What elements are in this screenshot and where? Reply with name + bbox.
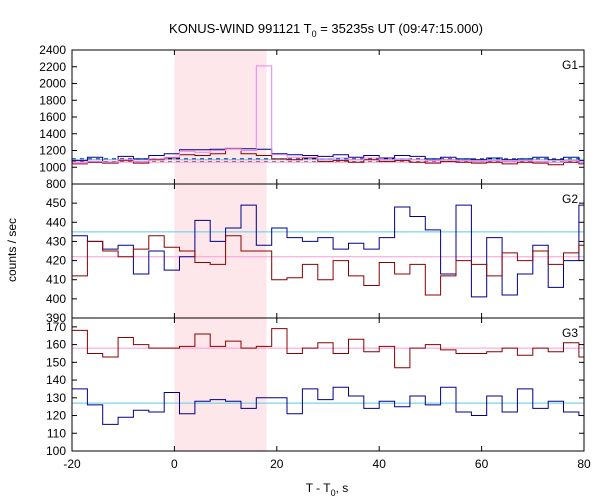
- series-line-2: [72, 235, 584, 296]
- y-tick-label: 1000: [39, 160, 66, 174]
- y-tick-label: 2000: [39, 77, 66, 91]
- plot-area: [72, 65, 584, 166]
- y-tick-label: 1600: [39, 110, 66, 124]
- panel-label: G1: [562, 58, 578, 72]
- series-line-3: [72, 65, 584, 164]
- panel-g2: 390 400 410 420 430 440 450 G2: [46, 183, 585, 325]
- x-tick-label: 40: [373, 457, 387, 471]
- y-tick-label: 140: [46, 373, 66, 387]
- y-tick-label: 150: [46, 355, 66, 369]
- series-line-1: [72, 147, 584, 163]
- y-tick-label: 120: [46, 409, 66, 423]
- panel-label: G2: [562, 192, 578, 206]
- y-tick-label: 100: [46, 444, 66, 458]
- y-tick-label: 1800: [39, 93, 66, 107]
- interval-shade: [174, 318, 267, 451]
- series-line-2: [72, 386, 584, 425]
- panel-g3: 100 110 120 130 140 150 160 170 G3: [46, 317, 585, 458]
- y-tick-label: 800: [46, 177, 66, 191]
- x-tick-label: 0: [171, 457, 178, 471]
- x-tick-label: 20: [270, 457, 284, 471]
- y-tick-label: 170: [46, 320, 66, 334]
- y-tick-label: 110: [47, 426, 66, 440]
- y-tick-label: 130: [46, 391, 66, 405]
- y-tick-label: 2200: [39, 60, 66, 74]
- interval-shade: [174, 50, 267, 184]
- y-tick-label: 390: [46, 311, 66, 325]
- x-axis-label: T - T0, s: [306, 481, 349, 498]
- y-tick-label: 160: [46, 338, 66, 352]
- chart-title: KONUS-WIND 991121 T0 = 35235s UT (09:47:…: [169, 21, 483, 39]
- series-line-1: [72, 204, 584, 298]
- y-tick-label: 450: [46, 196, 66, 210]
- y-tick-label: 400: [46, 292, 66, 306]
- y-tick-label: 2400: [39, 43, 66, 57]
- y-tick-label: 1200: [39, 144, 66, 158]
- y-tick-label: 410: [46, 273, 66, 287]
- y-tick-label: 420: [46, 254, 66, 268]
- plot-area: [72, 328, 584, 425]
- y-tick-label: 1400: [39, 127, 66, 141]
- y-tick-label: 440: [46, 215, 66, 229]
- panels-group: 80010001200140016001800200022002400G1390…: [39, 43, 591, 471]
- x-tick-label: 60: [475, 457, 489, 471]
- series-line-1: [72, 328, 584, 369]
- panel-g1: 800 1000 1200 1400 1600 1800 2000 2200 2400 G1: [39, 43, 585, 191]
- y-tick-label: 430: [46, 234, 66, 248]
- panel-frame: [71, 317, 585, 452]
- y-axis-label: counts / sec: [5, 218, 19, 282]
- plot-area: [72, 204, 584, 298]
- series-line-2: [72, 148, 584, 166]
- x-tick-label: -20: [63, 457, 81, 471]
- panel-label: G3: [562, 326, 578, 340]
- x-tick-label: 80: [577, 457, 591, 471]
